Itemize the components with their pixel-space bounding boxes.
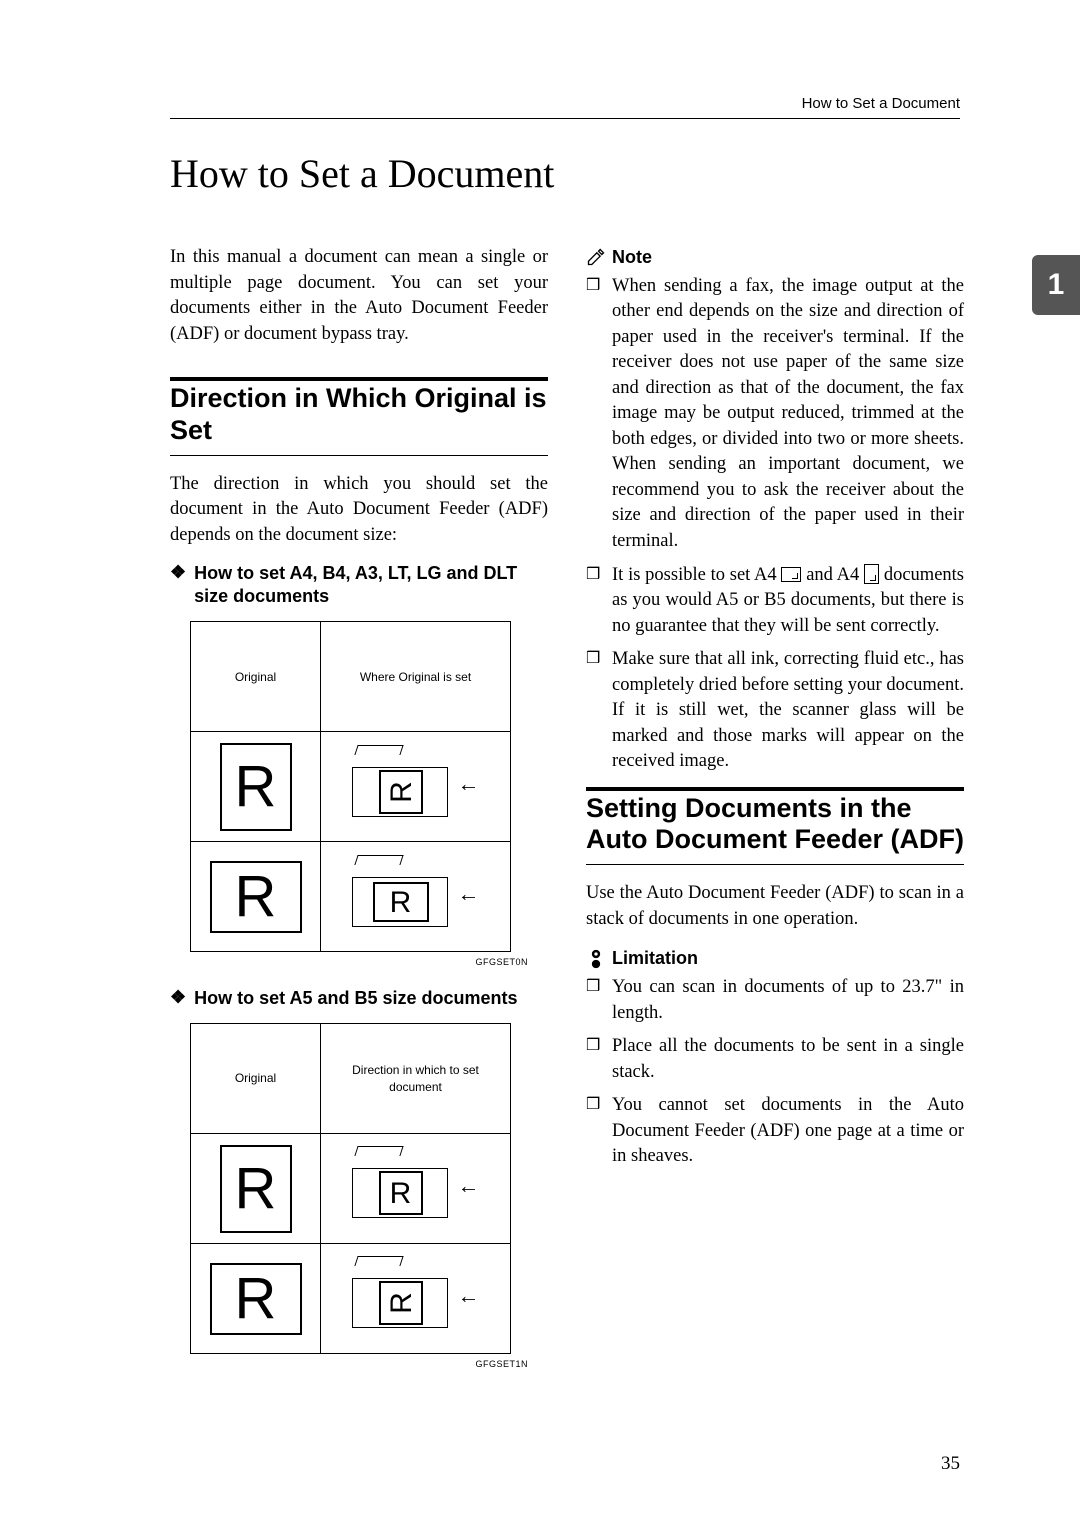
orientation-table: Original Direction in which to set docum…: [190, 1023, 511, 1354]
diamond-icon: ❖: [170, 987, 186, 1009]
pencil-icon: [586, 247, 606, 267]
arrow-left-icon: ←: [458, 879, 480, 909]
figure-a5: Original Direction in which to set docum…: [190, 1023, 548, 1354]
note-text: and A4: [801, 565, 864, 585]
note-text: It is possible to set A4: [612, 565, 781, 585]
list-item: Place all the documents to be sent in a …: [586, 1034, 964, 1085]
figure-code: GFGSET0N: [170, 956, 528, 968]
figure-a4: Original Where Original is set R R: [190, 621, 548, 952]
arrow-left-icon: ←: [458, 769, 480, 799]
page-title: How to Set a Document: [170, 150, 995, 197]
list-item: You cannot set documents in the Auto Doc…: [586, 1093, 964, 1170]
table-cell: R ←: [321, 1134, 511, 1244]
a4-landscape-icon: [781, 567, 801, 582]
arrow-left-icon: ←: [458, 1171, 480, 1201]
section-rule: [586, 787, 964, 791]
section-rule: [586, 864, 964, 865]
original-portrait-icon: R: [220, 743, 292, 831]
table-header: Where Original is set: [321, 622, 511, 732]
limitation-list: You can scan in documents of up to 23.7"…: [586, 975, 964, 1170]
limitation-icon: [586, 949, 606, 969]
list-item: You can scan in documents of up to 23.7"…: [586, 975, 964, 1026]
intro-paragraph: In this manual a document can mean a sin…: [170, 245, 548, 347]
section-heading-adf: Setting Documents in the Auto Document F…: [586, 793, 964, 857]
doc-on-glass-icon: R: [379, 1281, 423, 1325]
subheading-a4: ❖ How to set A4, B4, A3, LT, LG and DLT …: [170, 562, 548, 607]
a4-portrait-icon: [864, 564, 879, 584]
table-cell: R ←: [321, 1244, 511, 1354]
table-cell: R: [191, 842, 321, 952]
table-cell: R: [191, 1134, 321, 1244]
arrow-left-icon: ←: [458, 1281, 480, 1311]
note-heading: Note: [586, 245, 964, 270]
page-number: 35: [941, 1453, 960, 1475]
doc-on-glass-icon: R: [379, 770, 423, 814]
doc-on-glass-icon: R: [373, 882, 429, 922]
table-cell: R: [191, 1244, 321, 1354]
two-column-layout: In this manual a document can mean a sin…: [170, 245, 995, 1389]
scanner-diagram: R ←: [352, 1264, 480, 1328]
right-column: Note When sending a fax, the image outpu…: [586, 245, 964, 1389]
subheading-label: How to set A4, B4, A3, LT, LG and DLT si…: [194, 562, 548, 607]
body-text: The direction in which you should set th…: [170, 472, 548, 549]
note-label: Note: [612, 245, 652, 270]
body-text: Use the Auto Document Feeder (ADF) to sc…: [586, 881, 964, 932]
section-heading-direction: Direction in Which Original is Set: [170, 383, 548, 447]
diamond-icon: ❖: [170, 562, 186, 584]
original-landscape-icon: R: [210, 861, 302, 933]
figure-code: GFGSET1N: [170, 1358, 528, 1370]
scanner-diagram: R ←: [352, 753, 480, 817]
table-header: Original: [191, 1024, 321, 1134]
table-cell: R ←: [321, 732, 511, 842]
original-portrait-icon: R: [220, 1145, 292, 1233]
table-header: Original: [191, 622, 321, 732]
section-rule: [170, 455, 548, 456]
list-item: It is possible to set A4 and A4 document…: [586, 563, 964, 640]
header-rule: [170, 118, 960, 119]
scanner-diagram: R ←: [352, 863, 480, 927]
doc-on-glass-icon: R: [379, 1171, 423, 1215]
note-list: When sending a fax, the image output at …: [586, 274, 964, 775]
list-item: Make sure that all ink, correcting fluid…: [586, 647, 964, 775]
list-item: When sending a fax, the image output at …: [586, 274, 964, 555]
subheading-label: How to set A5 and B5 size documents: [194, 987, 517, 1010]
table-cell: R ←: [321, 842, 511, 952]
limitation-heading: Limitation: [586, 946, 964, 971]
running-head: How to Set a Document: [802, 95, 960, 112]
table-cell: R: [191, 732, 321, 842]
left-column: In this manual a document can mean a sin…: [170, 245, 548, 1389]
original-landscape-icon: R: [210, 1263, 302, 1335]
chapter-tab: 1: [1032, 255, 1080, 315]
table-header: Direction in which to set document: [321, 1024, 511, 1134]
scanner-diagram: R ←: [352, 1154, 480, 1218]
section-rule: [170, 377, 548, 381]
subheading-a5: ❖ How to set A5 and B5 size documents: [170, 987, 548, 1010]
limitation-label: Limitation: [612, 946, 698, 971]
orientation-table: Original Where Original is set R R: [190, 621, 511, 952]
